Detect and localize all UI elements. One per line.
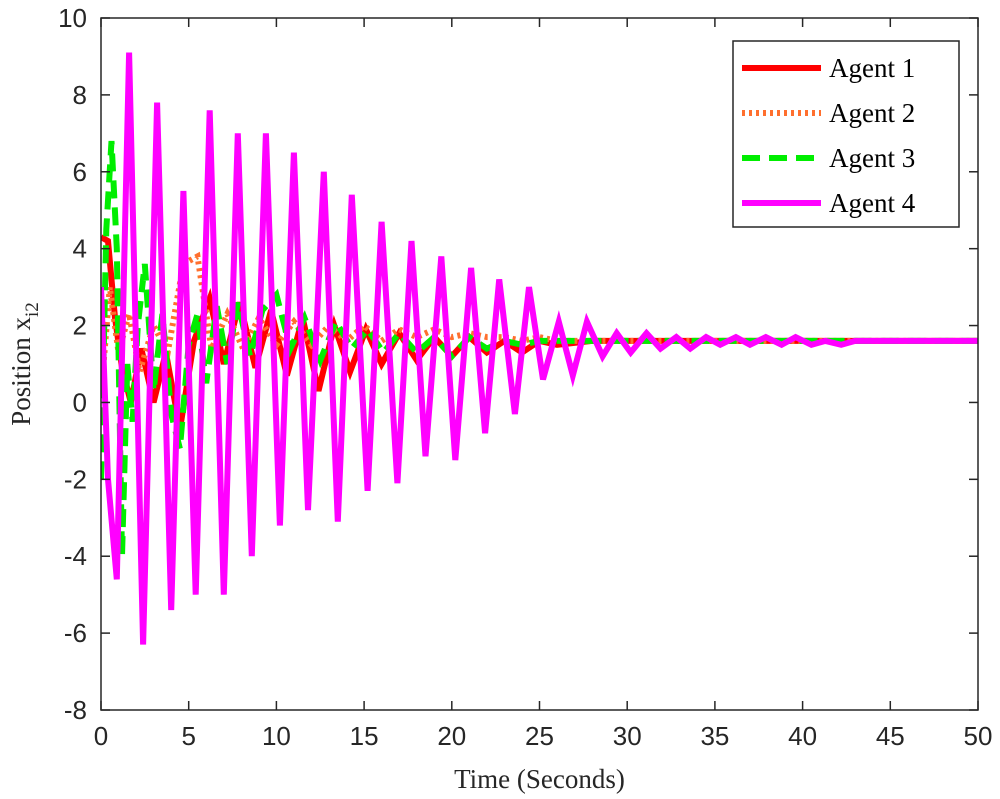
x-tick-label-10: 50 <box>964 721 993 751</box>
y-axis-title-subscript: i2 <box>22 302 43 317</box>
y-tick-labels: -8 -6 -4 -2 0 2 4 6 8 10 <box>58 3 87 725</box>
x-tick-label-2: 10 <box>262 721 291 751</box>
y-axis-title-main: Position x <box>6 317 36 426</box>
y-axis-title: Position xi2 <box>6 302 43 426</box>
x-tick-label-5: 25 <box>525 721 554 751</box>
legend-label-2: Agent 2 <box>829 98 915 128</box>
y-tick-label-9: 10 <box>58 3 87 33</box>
series-line-4 <box>101 52 978 645</box>
x-tick-label-8: 40 <box>788 721 817 751</box>
y-tick-label-1: -6 <box>64 618 87 648</box>
x-axis-title: Time (Seconds) <box>454 764 625 794</box>
ticks-layer <box>100 17 979 711</box>
x-tick-label-7: 35 <box>700 721 729 751</box>
x-tick-label-4: 20 <box>437 721 466 751</box>
x-tick-label-3: 15 <box>350 721 379 751</box>
y-tick-label-4: 0 <box>73 387 87 417</box>
y-tick-label-0: -8 <box>64 695 87 725</box>
x-tick-label-1: 5 <box>181 721 195 751</box>
y-tick-label-5: 2 <box>73 311 87 341</box>
y-tick-label-7: 6 <box>73 157 87 187</box>
x-tick-label-6: 30 <box>613 721 642 751</box>
legend-label-4: Agent 4 <box>829 188 916 218</box>
legend: Agent 1 Agent 2 Agent 3 Agent 4 <box>732 40 960 228</box>
y-tick-label-8: 8 <box>73 80 87 110</box>
series-layer <box>101 52 978 645</box>
y-tick-label-6: 4 <box>73 234 87 264</box>
legend-label-1: Agent 1 <box>829 53 915 83</box>
series-line-3 <box>101 140 978 557</box>
x-tick-labels: 0 5 10 15 20 25 30 35 40 45 50 <box>94 721 993 751</box>
x-tick-label-0: 0 <box>94 721 108 751</box>
y-tick-label-3: -2 <box>64 464 87 494</box>
x-tick-label-9: 45 <box>876 721 905 751</box>
legend-label-3: Agent 3 <box>829 143 915 173</box>
legend-box <box>732 40 960 228</box>
y-tick-label-2: -4 <box>64 541 87 571</box>
